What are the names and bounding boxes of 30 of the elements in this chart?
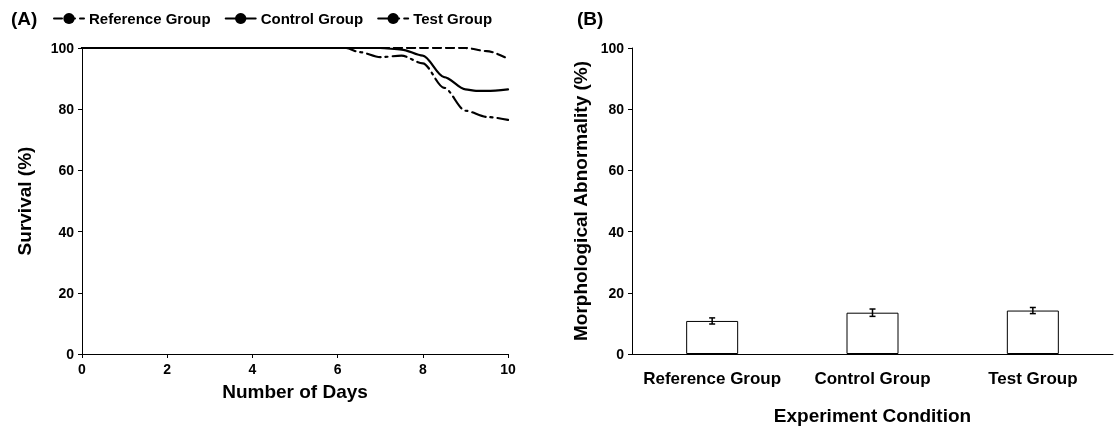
y-tick-label: 20 <box>608 284 625 301</box>
y-tick-label: 80 <box>608 101 625 118</box>
y-axis-title: Morphological Abnormality (%) <box>569 60 591 342</box>
x-tick-label: Reference Group <box>643 369 782 388</box>
x-tick-label: 2 <box>163 361 172 377</box>
y-tick-label: 100 <box>50 40 75 56</box>
y-tick-label: 80 <box>58 101 75 118</box>
legend-label: Control Group <box>260 10 364 27</box>
y-tick-label: 40 <box>608 223 625 240</box>
chart-title: (A) <box>11 8 38 29</box>
y-tick-label: 60 <box>608 162 625 179</box>
y-axis-title: Survival (%) <box>14 146 35 256</box>
x-tick-label: 0 <box>78 361 87 377</box>
y-tick-label: 0 <box>66 346 75 362</box>
x-tick-label: 8 <box>418 361 427 377</box>
x-tick-label: Test Group <box>988 369 1078 388</box>
x-tick-label: 10 <box>500 361 516 377</box>
legend-label: Reference Group <box>89 10 211 27</box>
x-tick-label: 4 <box>248 361 257 377</box>
x-axis-title: Number of Days <box>222 381 368 402</box>
x-tick-label: 6 <box>333 361 342 377</box>
y-tick-label: 100 <box>600 40 625 56</box>
y-tick-label: 0 <box>616 346 625 362</box>
y-tick-label: 40 <box>58 223 75 240</box>
legend-label: Test Group <box>413 10 493 27</box>
x-tick-label: Control Group <box>814 369 931 388</box>
x-axis-title: Experiment Condition <box>773 405 972 426</box>
chart-title: (B) <box>577 8 604 29</box>
y-tick-label: 20 <box>58 284 75 301</box>
y-tick-label: 60 <box>58 162 75 179</box>
